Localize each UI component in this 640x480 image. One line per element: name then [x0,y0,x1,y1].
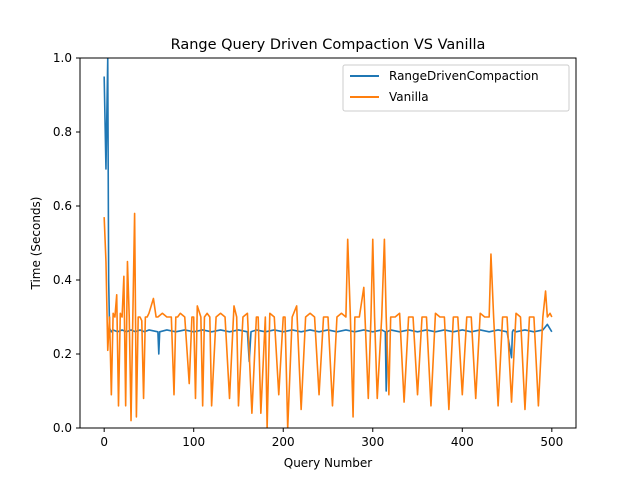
y-tick-label: 0.2 [53,347,72,361]
y-tick-label: 0.0 [53,421,72,435]
y-axis-label: Time (Seconds) [29,197,43,291]
legend-box [342,64,570,112]
y-tick-label: 1.0 [53,51,72,65]
series-layer [103,58,553,428]
legend-label-range-driven: RangeDrivenCompaction [389,69,539,83]
x-tick-label: 500 [540,435,563,449]
x-tick-label: 0 [100,435,108,449]
x-tick-label: 100 [182,435,205,449]
y-tick-label: 0.4 [53,273,72,287]
x-axis-label: Query Number [284,456,373,470]
chart-title: Range Query Driven Compaction VS Vanilla [171,37,486,53]
y-tick-label: 0.6 [53,199,72,213]
x-tick-label: 200 [272,435,295,449]
x-axis-ticks: 0 100 200 300 400 500 [100,428,563,449]
plot-frame [79,57,577,429]
x-tick-label: 400 [451,435,474,449]
x-tick-label: 300 [361,435,384,449]
legend-label-vanilla: Vanilla [389,90,429,104]
legend: RangeDrivenCompaction Vanilla [342,64,570,112]
y-tick-label: 0.8 [53,125,72,139]
y-axis-ticks: 0.0 0.2 0.4 0.6 0.8 1.0 [53,51,80,435]
series-line-1 [103,212,553,428]
